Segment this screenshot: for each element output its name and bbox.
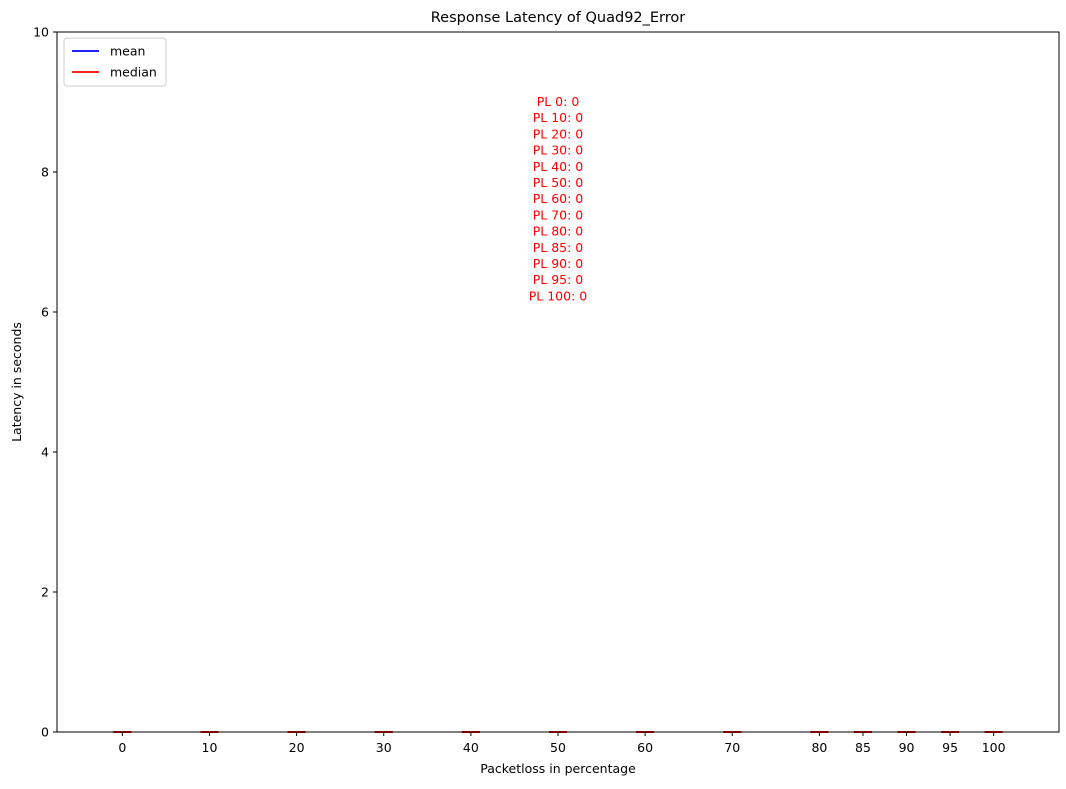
legend-label-mean: mean [110, 44, 145, 59]
x-tick-label-100: 100 [982, 740, 1006, 755]
chart-title: Response Latency of Quad92_Error [431, 10, 686, 26]
x-tick-label-95: 95 [942, 740, 958, 755]
annotation-line: PL 90: 0 [533, 256, 584, 271]
x-tick-label-10: 10 [202, 740, 218, 755]
annotation-line: PL 50: 0 [533, 175, 584, 190]
x-tick-label-60: 60 [637, 740, 653, 755]
y-axis-label: Latency in seconds [9, 322, 24, 442]
x-tick-label-20: 20 [289, 740, 305, 755]
x-tick-label-90: 90 [899, 740, 915, 755]
y-tick-label-10: 10 [33, 25, 49, 40]
y-tick-label-4: 4 [41, 445, 49, 460]
annotation-line: PL 60: 0 [533, 191, 584, 206]
annotation-line: PL 10: 0 [533, 110, 584, 125]
annotation-line: PL 0: 0 [537, 94, 580, 109]
y-tick-label-2: 2 [41, 585, 49, 600]
annotation-line: PL 100: 0 [529, 288, 588, 303]
legend: mean median [63, 37, 167, 87]
x-tick-label-40: 40 [463, 740, 479, 755]
annotation-line: PL 40: 0 [533, 159, 584, 174]
x-tick-label-70: 70 [724, 740, 740, 755]
x-tick-label-80: 80 [811, 740, 827, 755]
x-axis: 0 10 20 30 40 50 60 70 80 85 90 95 100 [118, 732, 1006, 755]
x-tick-label-0: 0 [118, 740, 126, 755]
y-tick-label-0: 0 [41, 725, 49, 740]
x-axis-label: Packetloss in percentage [480, 761, 636, 776]
annotation-line: PL 95: 0 [533, 272, 584, 287]
x-tick-label-30: 30 [376, 740, 392, 755]
annotation-line: PL 30: 0 [533, 143, 584, 158]
x-tick-label-50: 50 [550, 740, 566, 755]
y-tick-label-6: 6 [41, 305, 49, 320]
annotation-line: PL 20: 0 [533, 126, 584, 141]
annotation-block: PL 0: 0PL 10: 0PL 20: 0PL 30: 0PL 40: 0P… [529, 94, 588, 303]
legend-frame [63, 37, 167, 87]
y-axis: 0 2 4 6 8 10 [33, 25, 57, 740]
annotation-line: PL 80: 0 [533, 224, 584, 239]
legend-label-median: median [110, 65, 157, 80]
annotation-line: PL 70: 0 [533, 207, 584, 222]
y-tick-label-8: 8 [41, 165, 49, 180]
annotation-line: PL 85: 0 [533, 240, 584, 255]
plot-frame [56, 31, 1060, 733]
x-tick-label-85: 85 [855, 740, 871, 755]
